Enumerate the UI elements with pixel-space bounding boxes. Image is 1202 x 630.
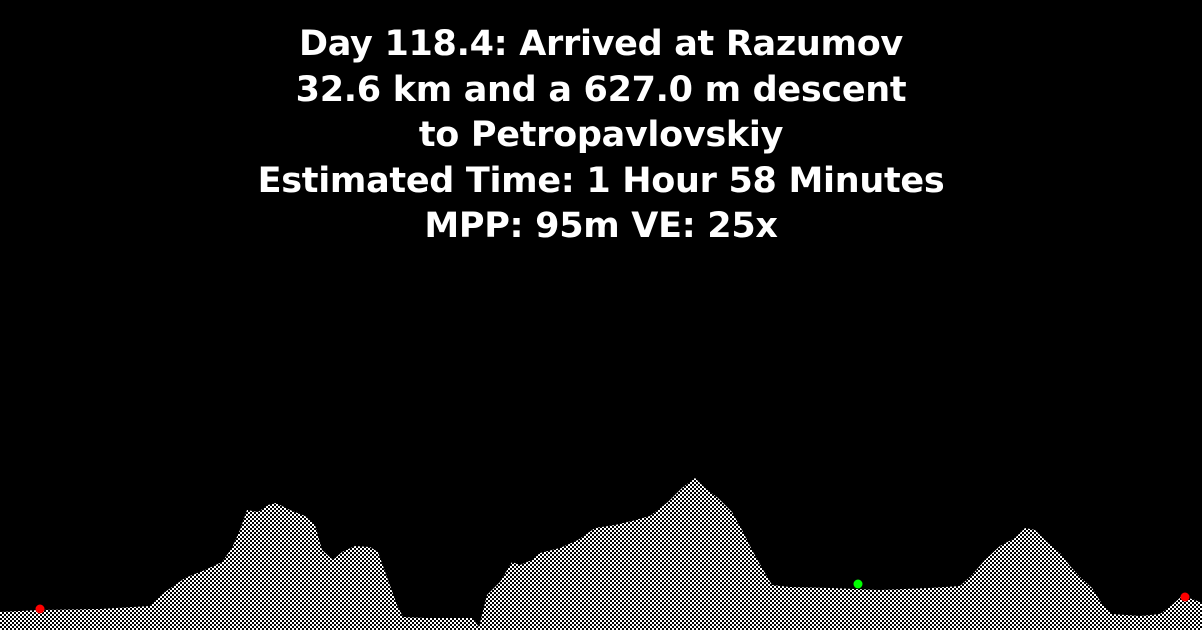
start-marker [35,604,45,614]
estimated-time-text: Estimated Time: 1 Hour 58 Minutes [257,160,945,201]
distance-descent-text: 32.6 km and a 627.0 m descent [295,69,907,110]
current-position-marker [853,579,863,589]
route-summary: Day 118.4: Arrived at Razumov 32.6 km an… [0,22,1202,250]
terrain-area [0,478,1202,630]
destination-text: to Petropavlovskiy [418,115,784,155]
end-marker [1180,592,1190,602]
day-arrival-title: Day 118.4: Arrived at Razumov [299,24,903,64]
scale-text: MPP: 95m VE: 25x [424,206,778,246]
